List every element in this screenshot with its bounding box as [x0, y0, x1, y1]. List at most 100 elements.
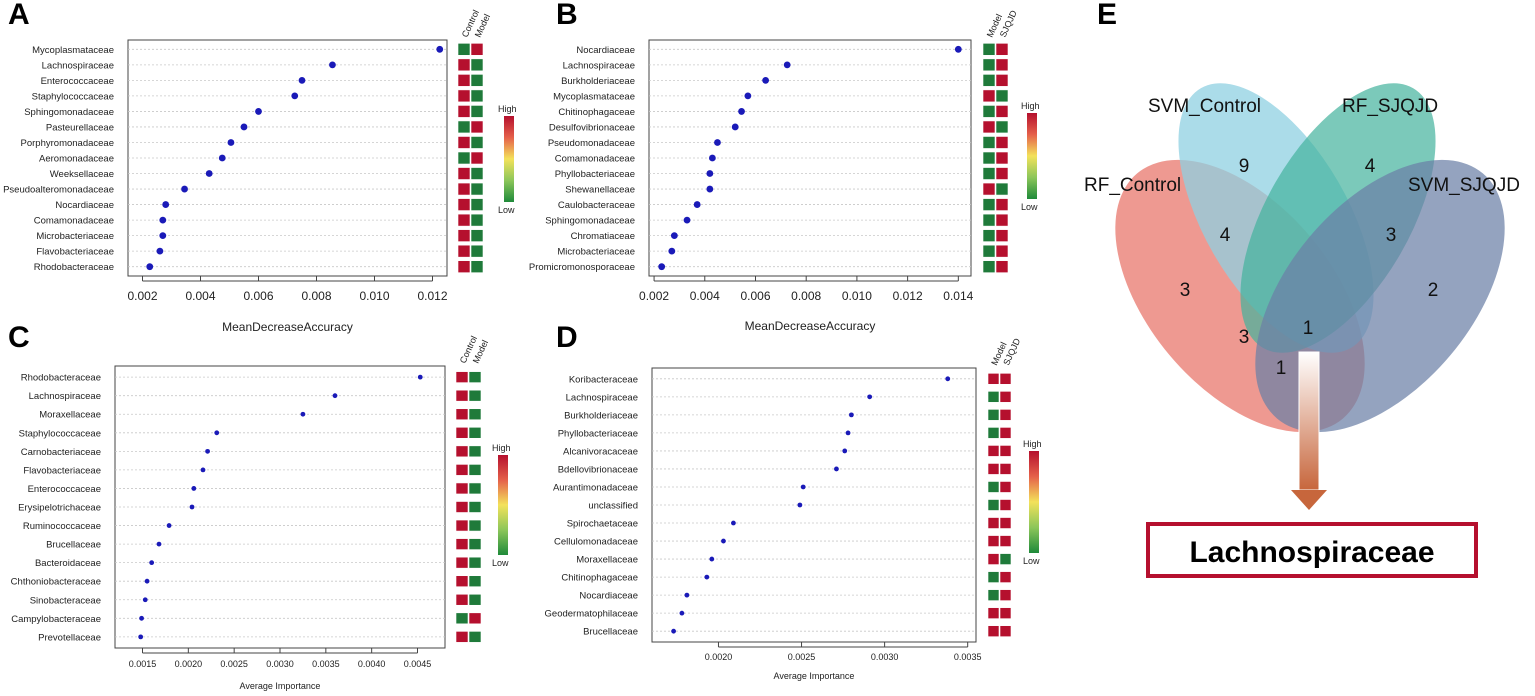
category-label: Weeksellaceae: [50, 169, 114, 180]
heatmap-cell: [987, 409, 1000, 421]
venn-count-rf-svm-control: 4: [1220, 225, 1231, 246]
x-tick-label: 0.010: [842, 289, 872, 303]
category-label: Alcanivoracaceae: [563, 446, 638, 457]
panel-d-scatter: Koribacteraceae Lachnospiraceae Burkholder…: [545, 336, 1042, 681]
heatmap-cell: [455, 593, 469, 606]
category-label: Nocardiaceae: [576, 45, 635, 56]
heatmap-cell: [455, 612, 469, 625]
x-tick-label: 0.012: [893, 289, 923, 303]
x-tick-label: 0.0035: [312, 659, 340, 669]
venn-count-rf-control-rf-sjqjd-svm-sjqjd: 1: [1276, 358, 1287, 379]
data-point: [867, 394, 873, 400]
heatmap-cell: [468, 519, 482, 532]
heatmap-cell: [999, 409, 1012, 421]
heatmap-cell: [999, 535, 1012, 547]
heatmap-cell: [999, 463, 1012, 475]
data-point: [679, 610, 685, 616]
data-point: [159, 216, 167, 224]
data-point: [159, 232, 167, 240]
data-point: [291, 92, 299, 100]
category-label: Enterococcaceae: [28, 484, 101, 495]
category-label: Prevotellaceae: [38, 632, 101, 643]
data-point: [189, 504, 195, 510]
data-point: [834, 466, 839, 472]
category-label: Pasteurellaceae: [46, 122, 114, 133]
heatmap-cell: [999, 427, 1012, 439]
panel-e-venn: RF_Control SVM_Control RF_SJQJD SVM_SJQJ…: [1084, 83, 1520, 578]
data-point: [684, 592, 690, 598]
x-tick-label: 0.0025: [788, 652, 816, 662]
heatmap-cell: [995, 167, 1009, 180]
data-point: [166, 523, 172, 528]
heatmap-cell: [468, 538, 482, 550]
x-axis-title: MeanDecreaseAccuracy: [222, 320, 353, 334]
heatmap-cell: [468, 464, 482, 476]
heatmap-cell: [987, 391, 1000, 403]
heatmap-cell: [468, 408, 482, 421]
heatmap-cell: [470, 229, 484, 242]
data-point: [138, 634, 144, 640]
heatmap-cell: [470, 213, 484, 227]
data-point: [240, 123, 248, 131]
category-label: Chthoniobacteraceae: [11, 577, 101, 588]
data-point: [332, 393, 338, 399]
heatmap-cell: [995, 229, 1009, 242]
heatmap-cell: [470, 136, 484, 149]
heatmap-cell: [987, 535, 1000, 547]
category-label: Brucellaceae: [46, 540, 101, 551]
x-tick-label: 0.008: [791, 289, 821, 303]
venn-count-all-four: 1: [1303, 318, 1314, 339]
heatmap-cell: [468, 575, 482, 588]
heatmap-cell: [457, 105, 471, 118]
heatmap-cell: [982, 260, 996, 273]
data-point: [954, 45, 962, 53]
x-tick-label: 0.0030: [266, 659, 294, 669]
heatmap-cell: [457, 58, 471, 72]
data-point: [738, 108, 745, 115]
heatmap-cell: [987, 625, 1000, 637]
heatmap-cell: [995, 260, 1009, 273]
legend-high-label: High: [1023, 439, 1042, 449]
heatmap-cell: [982, 182, 996, 196]
heatmap-cell: [468, 612, 482, 625]
category-label: Carnobacteriaceae: [21, 447, 101, 458]
heatmap-cell: [468, 501, 482, 513]
data-point: [218, 154, 226, 162]
data-point: [142, 597, 148, 603]
x-axis-title: Average Importance: [240, 681, 321, 691]
category-label: Brucellaceae: [583, 627, 638, 638]
result-box: [1146, 522, 1478, 578]
heatmap-cell: [468, 371, 482, 383]
heatmap-cell: [457, 136, 471, 149]
category-label: Koribacteraceae: [569, 374, 638, 385]
data-point: [670, 232, 678, 240]
result-text: Lachnospiraceae: [1189, 536, 1434, 569]
heatmap-cell: [995, 105, 1009, 118]
category-label: Shewanellaceae: [565, 185, 635, 196]
heatmap-cell: [455, 519, 469, 532]
heatmap-cell: [982, 229, 996, 242]
data-point: [709, 556, 715, 562]
data-point: [191, 486, 197, 491]
heatmap-cell: [470, 89, 484, 103]
data-point: [205, 170, 213, 177]
heatmap-cell: [999, 553, 1012, 565]
heatmap-cell: [468, 389, 482, 402]
heatmap-cell: [995, 43, 1009, 56]
category-label: Caulobacteraceae: [558, 200, 635, 211]
category-label: Bdellovibrionaceae: [558, 464, 638, 475]
category-label: Comamonadaceae: [555, 154, 635, 165]
heatmap-cell: [982, 198, 996, 211]
heatmap-cell: [995, 182, 1009, 196]
heatmap-cell: [999, 571, 1012, 583]
data-point: [945, 376, 951, 382]
venn-label-rf-sjqjd: RF_SJQJD: [1342, 96, 1438, 117]
category-label: Burkholderiaceae: [561, 76, 635, 87]
heatmap-cell: [455, 556, 469, 569]
category-label: Sphingomonadaceae: [24, 107, 114, 118]
data-point: [797, 502, 803, 508]
heatmap-cell: [457, 120, 471, 134]
data-point: [139, 615, 144, 621]
data-point: [848, 412, 854, 418]
heatmap-cell: [982, 136, 996, 149]
